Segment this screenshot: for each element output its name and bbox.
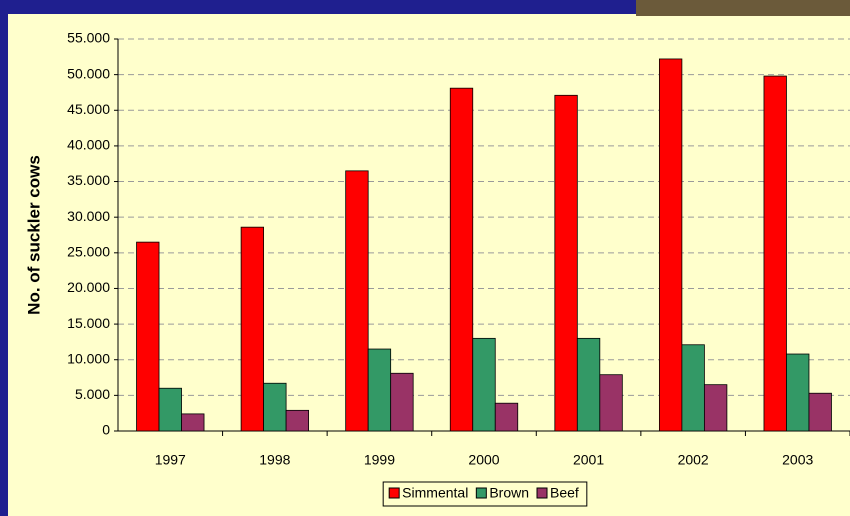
x-tick-label: 2003 [782,452,813,468]
x-tick-label: 2001 [573,452,604,468]
bar [577,338,600,431]
x-tick-label: 1998 [259,452,290,468]
bar [159,388,182,431]
page: {"chart_data": {"type": "bar", "y_label"… [0,0,850,516]
y-tick-label: 45.000 [67,101,110,117]
bar [450,88,473,431]
bar [473,338,496,431]
bar [137,242,160,431]
y-tick-label: 5.000 [75,386,110,402]
legend-label: Beef [550,485,579,501]
legend-swatch [476,488,486,498]
bar [764,76,787,431]
legend-swatch [389,488,399,498]
y-tick-label: 40.000 [67,137,110,153]
x-tick-label: 2002 [678,452,709,468]
bar [182,414,205,431]
bar [682,345,705,431]
y-tick-label: 50.000 [67,65,110,81]
bar [495,403,518,431]
x-tick-label: 1999 [364,452,395,468]
bar [241,227,264,431]
bar [264,383,287,431]
y-tick-label: 35.000 [67,172,110,188]
chart-area [8,14,850,516]
y-tick-label: 15.000 [67,315,110,331]
y-tick-label: 55.000 [67,30,110,46]
bar [659,59,682,431]
bar [809,393,832,431]
bar [391,373,414,431]
bar [346,171,369,431]
chart: No. of suckler cows 0 5.000 10.000 15.000 20… [0,0,850,516]
bar [555,95,578,431]
bar [600,375,623,431]
photo [636,0,850,16]
y-tick-label: 10.000 [67,350,110,366]
bar [286,410,309,431]
legend-swatch [537,488,547,498]
y-tick-label: 0 [102,422,110,438]
legend-label: Simmental [402,485,468,501]
x-tick-label: 1997 [155,452,186,468]
bar [368,349,391,431]
y-tick-label: 25.000 [67,244,110,260]
y-tick-label: 30.000 [67,208,110,224]
bar [786,354,809,431]
x-tick-label: 2000 [468,452,499,468]
bar [704,385,727,431]
y-tick-label: 20.000 [67,279,110,295]
legend-label: Brown [489,485,529,501]
y-axis-title: No. of suckler cows [24,155,43,315]
